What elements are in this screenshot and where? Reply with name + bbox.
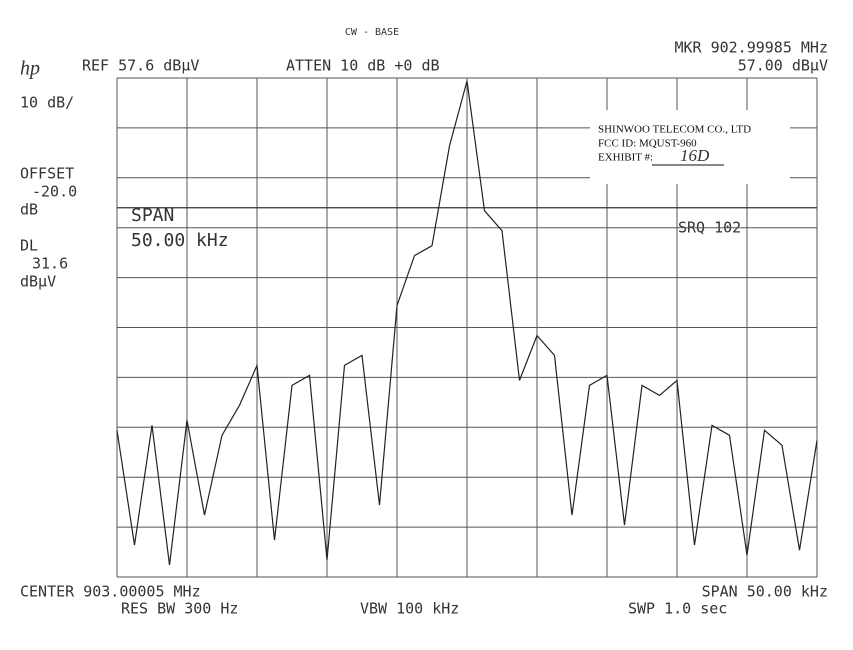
vbw: VBW 100 kHz — [360, 600, 459, 618]
center: CENTER 903.00005 MHz — [20, 583, 201, 601]
stamp-fcc: FCC ID: MQUST-960 — [598, 138, 697, 150]
span-value: 50.00 kHz — [131, 230, 229, 251]
sweep: SWP 1.0 sec — [628, 600, 727, 618]
ref-level: REF 57.6 dBµV — [82, 57, 199, 75]
trace — [116, 80, 818, 566]
marker-freq: MKR 902.99985 MHz — [674, 39, 828, 57]
dl-unit: dBµV — [20, 273, 56, 291]
dl-value: 31.6 — [32, 255, 68, 273]
span-label: SPAN — [131, 205, 174, 226]
title: CW - BASE — [345, 27, 399, 38]
logo: hp — [20, 58, 40, 80]
offset-value: -20.0 — [32, 183, 77, 201]
scale: 10 dB/ — [20, 94, 74, 112]
plot-area — [116, 77, 818, 578]
stamp-exhibit: EXHIBIT #: — [598, 152, 653, 164]
stamp-company: SHINWOO TELECOM CO., LTD — [598, 124, 751, 136]
offset-unit: dB — [20, 201, 38, 219]
stamp-box — [590, 110, 790, 184]
marker-level: 57.00 dBµV — [738, 57, 828, 75]
atten: ATTEN 10 dB +0 dB — [286, 57, 440, 75]
dl-label: DL — [20, 237, 38, 255]
span: SPAN 50.00 kHz — [702, 583, 828, 601]
offset-label: OFFSET — [20, 165, 74, 183]
res-bw: RES BW 300 Hz — [121, 600, 238, 618]
stamp-exhibit-no: 16D — [680, 146, 710, 165]
